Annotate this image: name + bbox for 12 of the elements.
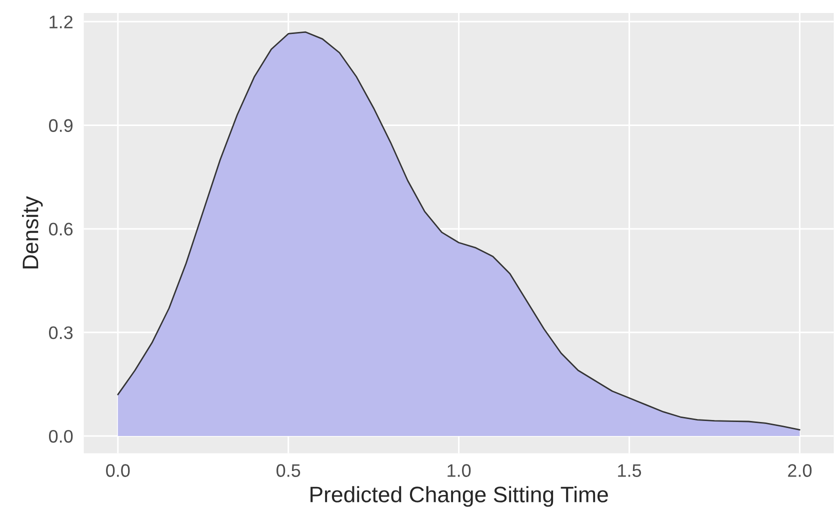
y-tick-label: 0.0 bbox=[48, 430, 73, 443]
y-tick-label: 0.6 bbox=[48, 222, 73, 236]
y-tick-label: 0.9 bbox=[48, 119, 73, 132]
x-tick-label: 0.5 bbox=[276, 464, 300, 477]
x-tick-label: 0.0 bbox=[106, 464, 130, 477]
x-tick-label: 1.5 bbox=[618, 464, 642, 477]
y-tick-label: 0.3 bbox=[48, 326, 73, 340]
x-tick-label: 1.0 bbox=[448, 464, 471, 477]
y-tick-label: 1.2 bbox=[50, 16, 72, 28]
x-tick-label: 2.0 bbox=[788, 464, 812, 477]
x-axis-title: Predicted Change Sitting Time bbox=[310, 486, 608, 507]
y-axis-title: Density bbox=[22, 196, 43, 268]
